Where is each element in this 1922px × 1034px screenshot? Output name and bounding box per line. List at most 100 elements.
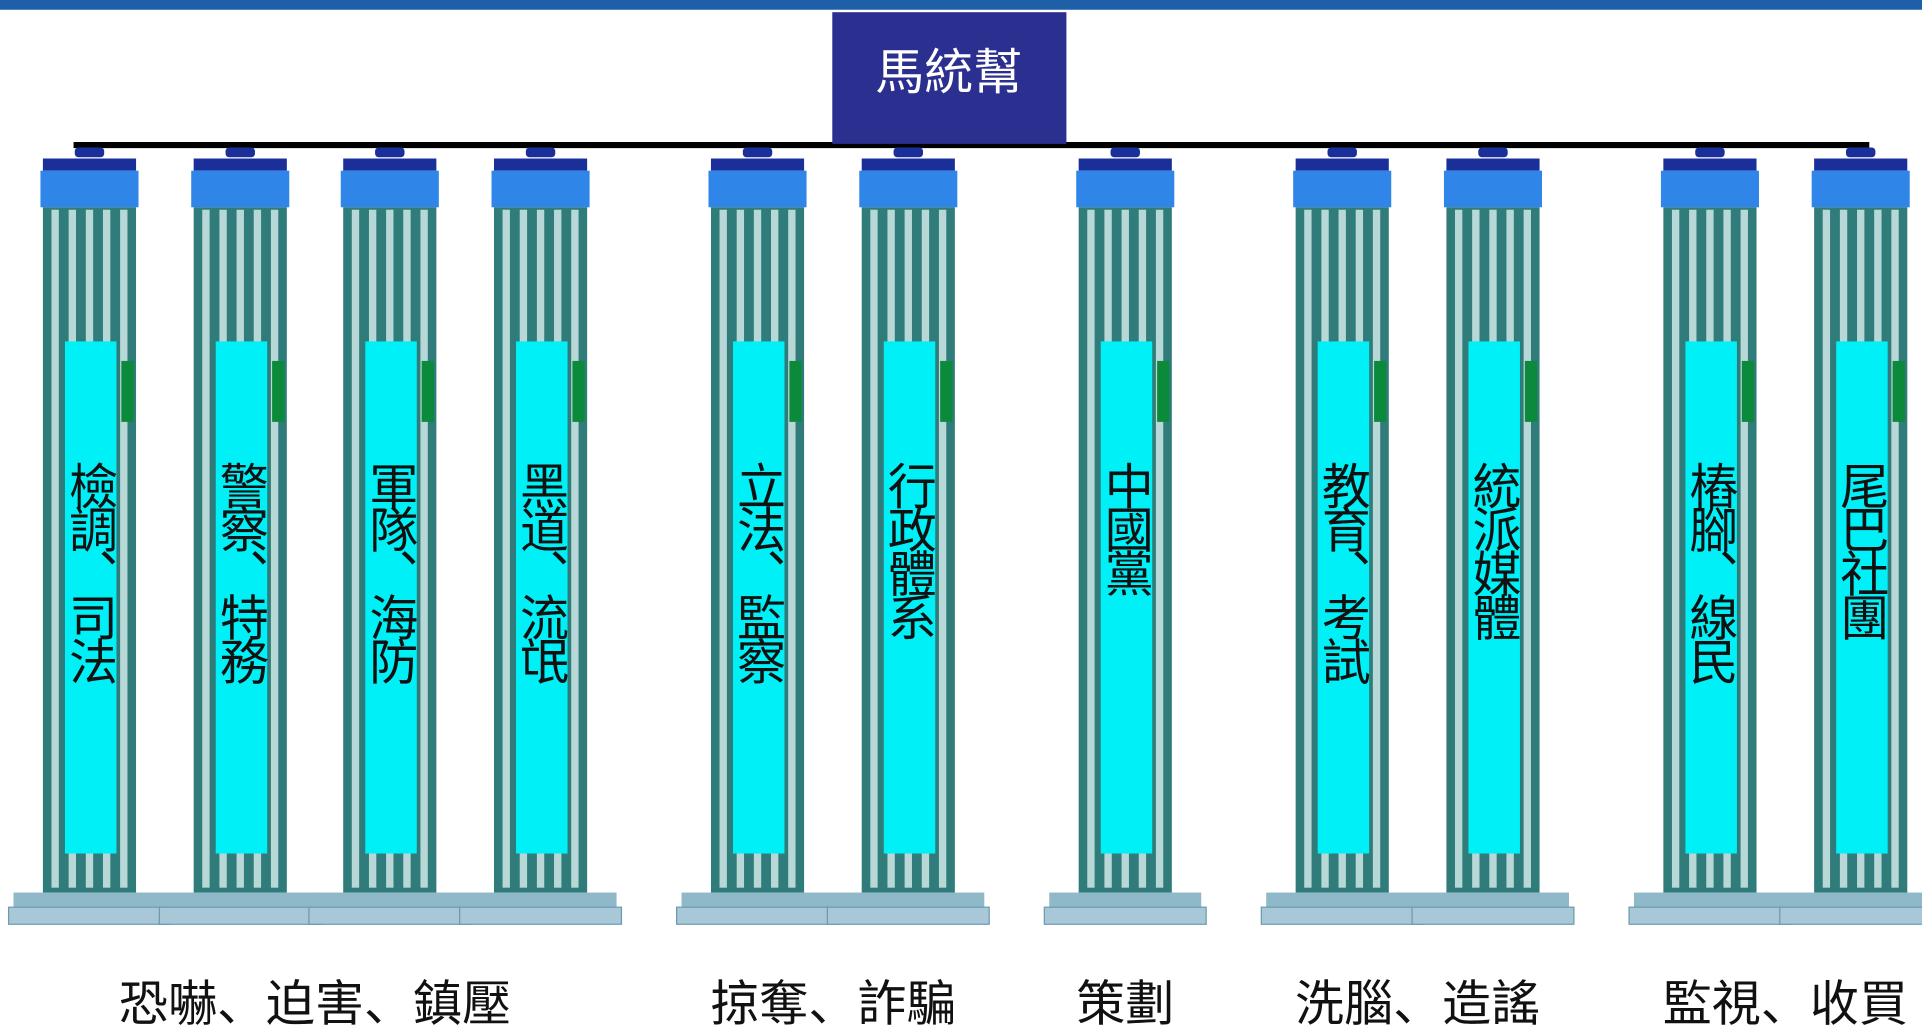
pillar-plinth <box>1260 906 1424 925</box>
pillar-stripe <box>870 209 878 888</box>
pillar-stripe <box>1523 209 1531 888</box>
pillar-capital <box>40 170 139 208</box>
pillar-cap-top <box>193 158 287 171</box>
pillar-label: 檢調、司法 <box>61 461 118 684</box>
pillar-capital <box>191 170 290 208</box>
pillar-label: 尾巴社團 <box>1832 461 1889 641</box>
pillar-tab <box>421 360 434 422</box>
pillar: 尾巴社團 <box>1779 147 1922 925</box>
pillar-stripe <box>571 209 579 888</box>
pillar: 行政體系 <box>826 147 990 925</box>
top-band <box>0 0 1922 10</box>
pillar: 軍隊、海防 <box>308 147 472 925</box>
pillar-glow <box>1836 341 1888 854</box>
pillar-stripe <box>938 209 947 888</box>
pillar-stripe <box>1822 209 1831 888</box>
pillar-label: 中國黨 <box>1097 461 1154 597</box>
pillar-cap-top <box>710 158 805 171</box>
pillar-stripe <box>1304 209 1312 888</box>
pillar-knob <box>1327 147 1357 158</box>
pillar-stripe <box>1155 209 1164 888</box>
pillar-glow <box>1100 341 1153 854</box>
pillar-stripe <box>1454 209 1463 888</box>
pillar-plinth <box>459 906 623 925</box>
pillar-tab <box>121 360 134 422</box>
pillar-stripe <box>351 209 360 888</box>
pillar-stripe <box>1891 209 1899 888</box>
pillar: 統派媒體 <box>1411 147 1575 925</box>
group-caption: 監視、收買 <box>1663 976 1908 1033</box>
pillar-cap-top <box>1663 158 1757 171</box>
group-caption: 恐嚇、迫害、鎮壓 <box>119 976 511 1033</box>
pillar: 檢調、司法 <box>7 147 171 925</box>
pillar-glow <box>516 341 568 854</box>
pillar-capital <box>340 170 439 208</box>
pillar-tab <box>1741 360 1755 422</box>
pillar-knob <box>742 147 773 158</box>
pillar-label: 黑道、流氓 <box>512 461 569 684</box>
pillar-label: 軍隊、海防 <box>361 461 418 684</box>
pillar-capital <box>1076 170 1175 208</box>
pillar-stripe <box>202 209 210 888</box>
pillar-stripe <box>420 209 428 888</box>
pillar-cap-top <box>343 158 437 171</box>
pillar-cap-top <box>1446 158 1540 171</box>
pillar-stripe <box>270 209 279 888</box>
pillar-base <box>1784 892 1922 908</box>
title: 馬統幫 <box>875 44 1022 101</box>
pillar-stripe <box>1372 209 1381 888</box>
group-caption: 洗腦、造謠 <box>1295 976 1540 1033</box>
pillar-glow <box>215 341 268 854</box>
pillar-plinth <box>158 906 322 925</box>
pillar-glow <box>1317 341 1370 854</box>
pillar-stripe <box>1740 209 1748 888</box>
pillar-stripe <box>1671 209 1680 888</box>
pillar-knob <box>1695 147 1725 158</box>
pillar-knob <box>525 147 556 158</box>
pillar-base <box>1266 892 1419 908</box>
pillar-plinth <box>676 906 840 925</box>
pillar-capital <box>1811 170 1910 208</box>
pillar: 警察、特務 <box>158 147 322 925</box>
pillar: 立法、監察 <box>676 147 840 925</box>
pillar-stripe <box>788 209 796 888</box>
pillar-plinth <box>826 906 990 925</box>
pillar-tab <box>940 360 953 422</box>
pillar-cap-top <box>493 158 588 171</box>
pillar-base <box>164 892 317 908</box>
pillar-base <box>313 892 466 908</box>
pillar-glow <box>1685 341 1737 854</box>
pillar-cap-top <box>1295 158 1389 171</box>
pillar-stripe <box>1087 209 1095 888</box>
pillar-knob <box>1110 147 1140 158</box>
pillar-plinth <box>7 906 171 925</box>
pillar-capital <box>1293 170 1392 208</box>
pillar-tab <box>1157 360 1170 422</box>
pillar-capital <box>1660 170 1759 208</box>
pillar-knob <box>893 147 924 158</box>
pillar-base <box>832 892 985 908</box>
pillar-capital <box>491 170 590 208</box>
pillar-knob <box>1846 147 1876 158</box>
pillar: 教育、考試 <box>1260 147 1424 925</box>
pillar-glow <box>733 341 785 854</box>
pillar-plinth <box>308 906 472 925</box>
group-caption: 策劃 <box>1076 976 1174 1033</box>
pillar-base <box>464 892 617 908</box>
pillar-base <box>13 892 166 908</box>
pillar-cap-top <box>1814 158 1908 171</box>
pillar-stripe <box>719 209 727 888</box>
title-box <box>832 12 1067 144</box>
pillar-label: 教育、考試 <box>1314 461 1371 684</box>
pillar-base <box>1049 892 1202 908</box>
pillar-base <box>1416 892 1569 908</box>
pillar-plinth <box>1411 906 1575 925</box>
pillar-tab <box>272 360 285 422</box>
pillar-tab <box>1524 360 1538 422</box>
pillar-tab <box>1892 360 1905 422</box>
pillar: 樁腳、線民 <box>1628 147 1792 925</box>
pillar-glow <box>883 341 936 854</box>
pillar-knob <box>375 147 405 158</box>
pillar-base <box>681 892 834 908</box>
